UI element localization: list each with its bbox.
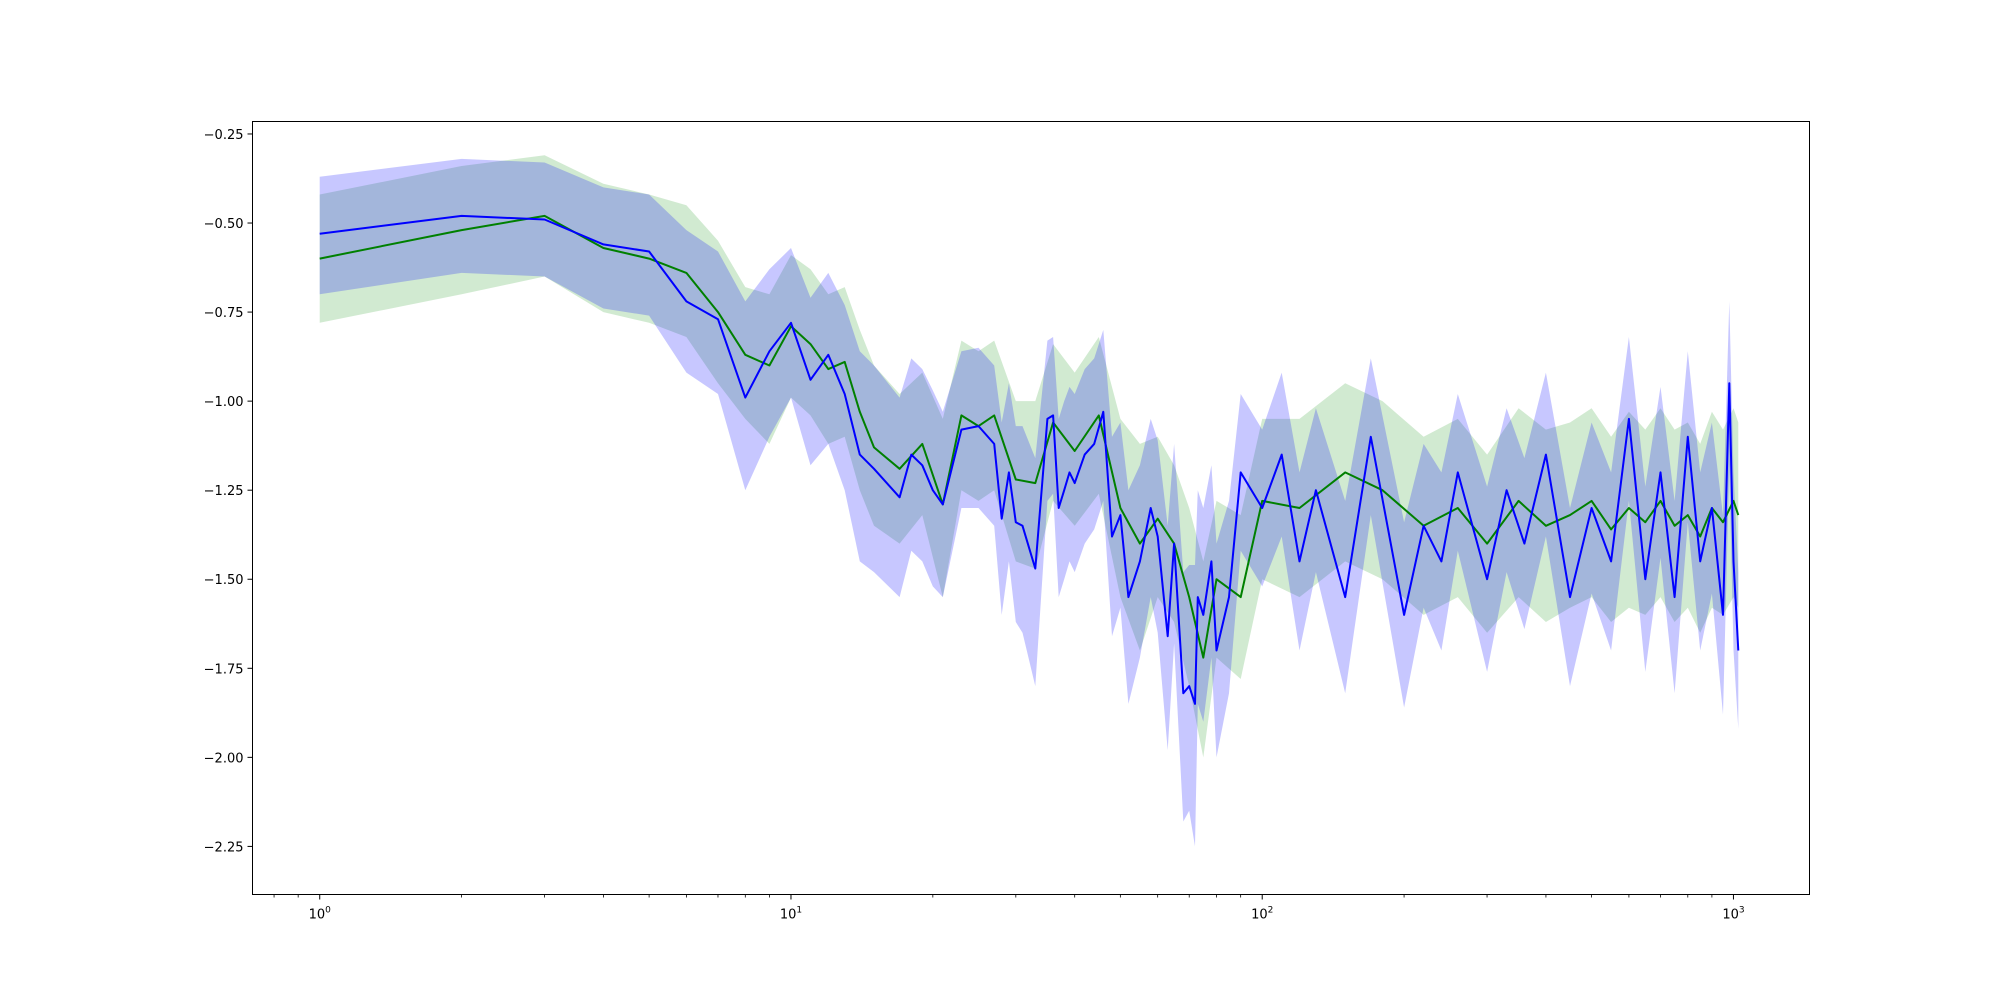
y-axis: −0.25 −0.50 −0.75 −1.00 −1.25 −1.50 −1.75 −2.00… (204, 128, 253, 855)
y-tick-label: −1.75 (204, 662, 244, 677)
y-tick-label: −0.25 (204, 128, 244, 143)
x-tick-label: 103 (1722, 906, 1744, 923)
y-tick-label: −2.00 (204, 751, 244, 766)
series-1-band (319, 155, 1739, 758)
series-2-line (319, 214, 1740, 705)
y-tick-label: −0.50 (204, 217, 244, 232)
y-tick-label: −1.50 (204, 573, 244, 588)
y-tick-label: −2.25 (204, 840, 244, 855)
x-tick-label: 100 (309, 906, 332, 923)
y-tick-label: −0.75 (204, 306, 244, 321)
x-axis: 100 101 102 103 (273, 894, 1745, 923)
plot-frame (252, 121, 1810, 895)
x-tick-label: 101 (780, 906, 802, 923)
y-tick-label: −1.00 (204, 395, 244, 410)
y-tick-label: −1.25 (204, 484, 244, 499)
series-layer (319, 155, 1740, 847)
series-2-band (319, 158, 1739, 847)
x-tick-label: 102 (1251, 906, 1273, 923)
